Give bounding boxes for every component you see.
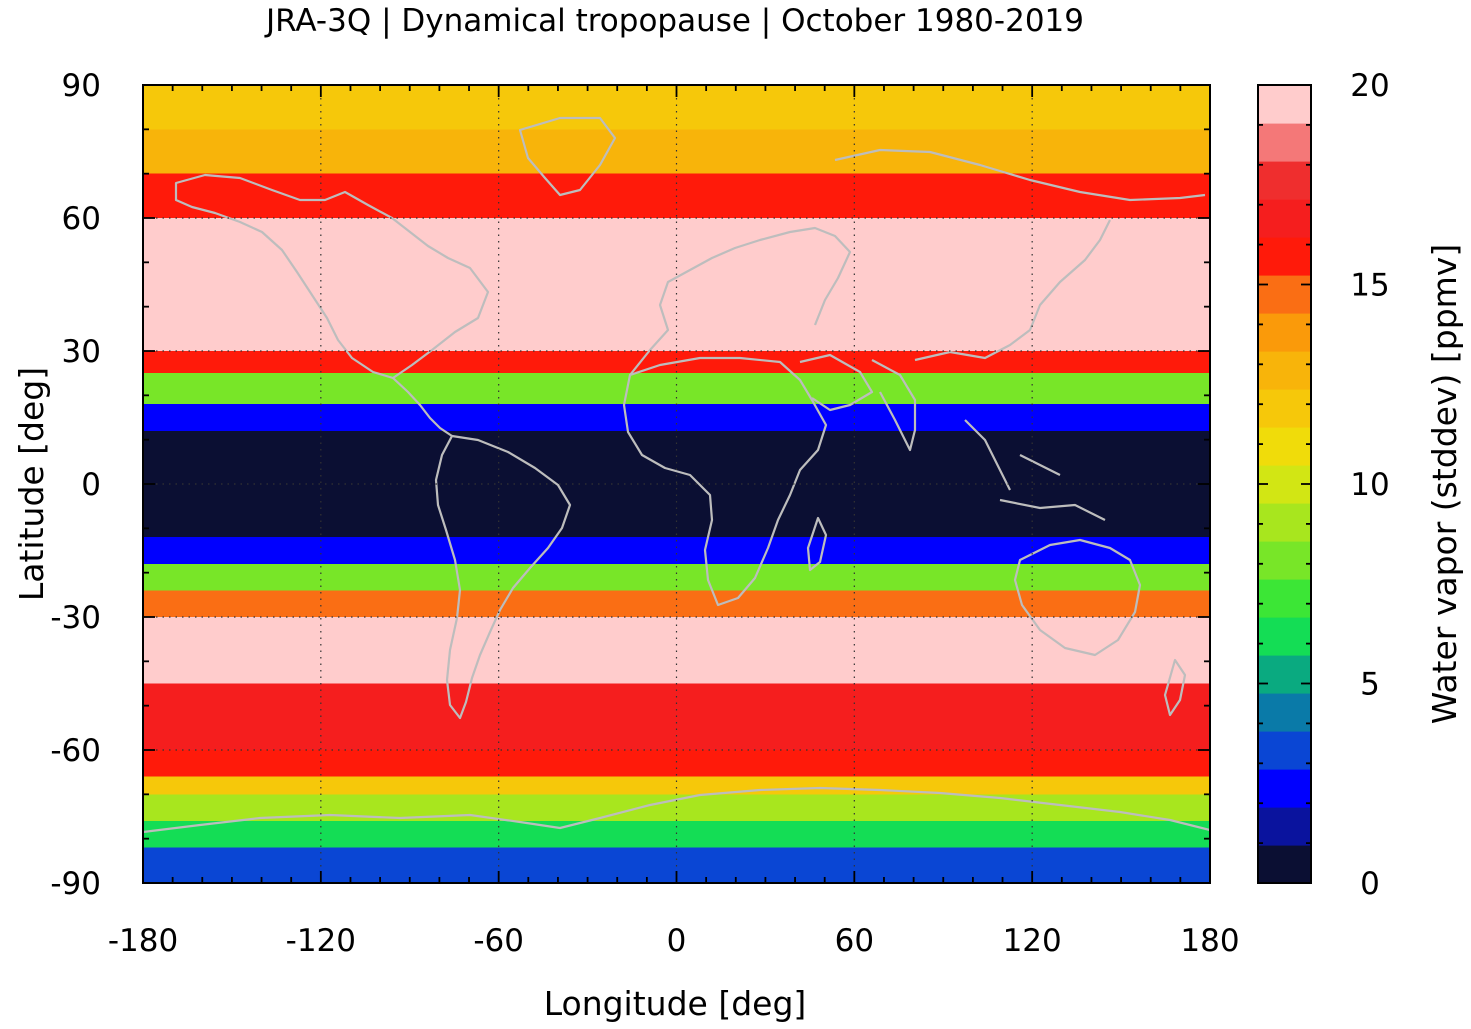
colorbar-tick-label: 20 bbox=[1350, 68, 1389, 104]
y-tick-label: 0 bbox=[81, 467, 101, 503]
colorbar-tick-label: 15 bbox=[1350, 268, 1389, 304]
x-tick-label: 120 bbox=[1003, 923, 1062, 959]
x-tick-label: -180 bbox=[108, 923, 178, 959]
colorbar-swatch bbox=[1258, 199, 1311, 238]
colorbar-tick-labels: 20 15 10 5 0 bbox=[1350, 68, 1389, 902]
colorbar-swatch bbox=[1258, 769, 1311, 808]
colorbar-swatch bbox=[1258, 275, 1311, 314]
coastline-north-america bbox=[174, 173, 490, 380]
colorbar-swatch bbox=[1258, 731, 1311, 770]
coastline-south-america bbox=[434, 434, 572, 720]
colorbar-swatch bbox=[1258, 85, 1311, 124]
coastline-europe bbox=[629, 226, 852, 376]
axis-ticks bbox=[142, 84, 1211, 884]
colorbar-swatch bbox=[1258, 161, 1311, 200]
coastlines bbox=[143, 116, 1210, 834]
y-tick-label: -90 bbox=[50, 866, 101, 902]
colorbar-swatch bbox=[1258, 807, 1311, 846]
colorbar-tick-label: 0 bbox=[1360, 866, 1380, 902]
coastline-southeast-asia bbox=[964, 419, 1106, 521]
y-tick-label: 60 bbox=[62, 201, 101, 237]
x-tick-label: 0 bbox=[667, 923, 687, 959]
colorbar-tick-label: 5 bbox=[1360, 667, 1380, 703]
colorbar-swatch bbox=[1258, 655, 1311, 694]
coastline-africa bbox=[622, 356, 828, 607]
coastline-antarctica bbox=[143, 786, 1210, 834]
colorbar-title: Water vapor (stddev) [ppmv] bbox=[1425, 244, 1464, 724]
x-axis-title: Longitude [deg] bbox=[544, 984, 807, 1023]
colorbar-swatch bbox=[1258, 579, 1311, 618]
gridlines bbox=[143, 85, 1210, 883]
x-tick-label: -120 bbox=[286, 923, 356, 959]
figure-title: JRA-3Q | Dynamical tropopause | October … bbox=[264, 3, 1084, 39]
y-tick-label: -30 bbox=[50, 600, 101, 636]
colorbar-swatch bbox=[1258, 617, 1311, 656]
colorbar-ticks bbox=[1258, 84, 1311, 884]
coastline-australia bbox=[1013, 538, 1142, 657]
coastline-new-zealand bbox=[1163, 658, 1187, 717]
colorbar-swatch bbox=[1258, 351, 1311, 390]
colorbar-swatch bbox=[1258, 427, 1311, 466]
x-tick-label: 180 bbox=[1180, 923, 1239, 959]
colorbar-swatch bbox=[1258, 389, 1311, 428]
x-tick-label: 60 bbox=[835, 923, 874, 959]
y-tick-label: -60 bbox=[50, 733, 101, 769]
coastline-greenland bbox=[518, 116, 617, 197]
colorbar: 20 15 10 5 0 Water vapor (stddev) [ppmv] bbox=[1257, 68, 1464, 902]
colorbar-swatch bbox=[1258, 503, 1311, 542]
colorbar-swatches bbox=[1258, 85, 1311, 884]
colorbar-swatch bbox=[1258, 123, 1311, 162]
colorbar-swatch bbox=[1258, 313, 1311, 352]
coastline-madagascar bbox=[806, 516, 828, 572]
x-tick-labels: -180 -120 -60 0 60 120 180 bbox=[108, 923, 1240, 959]
colorbar-tick-label: 10 bbox=[1350, 467, 1389, 503]
colorbar-swatch bbox=[1258, 845, 1311, 884]
x-tick-label: -60 bbox=[473, 923, 524, 959]
colorbar-swatch bbox=[1258, 693, 1311, 732]
colorbar-swatch bbox=[1258, 237, 1311, 276]
y-tick-label: 30 bbox=[62, 334, 101, 370]
coastline-asia bbox=[834, 148, 1206, 362]
y-axis-title: Latitude [deg] bbox=[12, 367, 51, 601]
y-tick-label: 90 bbox=[62, 68, 101, 104]
colorbar-swatch bbox=[1258, 541, 1311, 580]
coastline-central-america bbox=[392, 377, 453, 437]
y-tick-labels: 90 60 30 0 -30 -60 -90 bbox=[50, 68, 101, 902]
coastline-arabia-india bbox=[799, 353, 917, 452]
